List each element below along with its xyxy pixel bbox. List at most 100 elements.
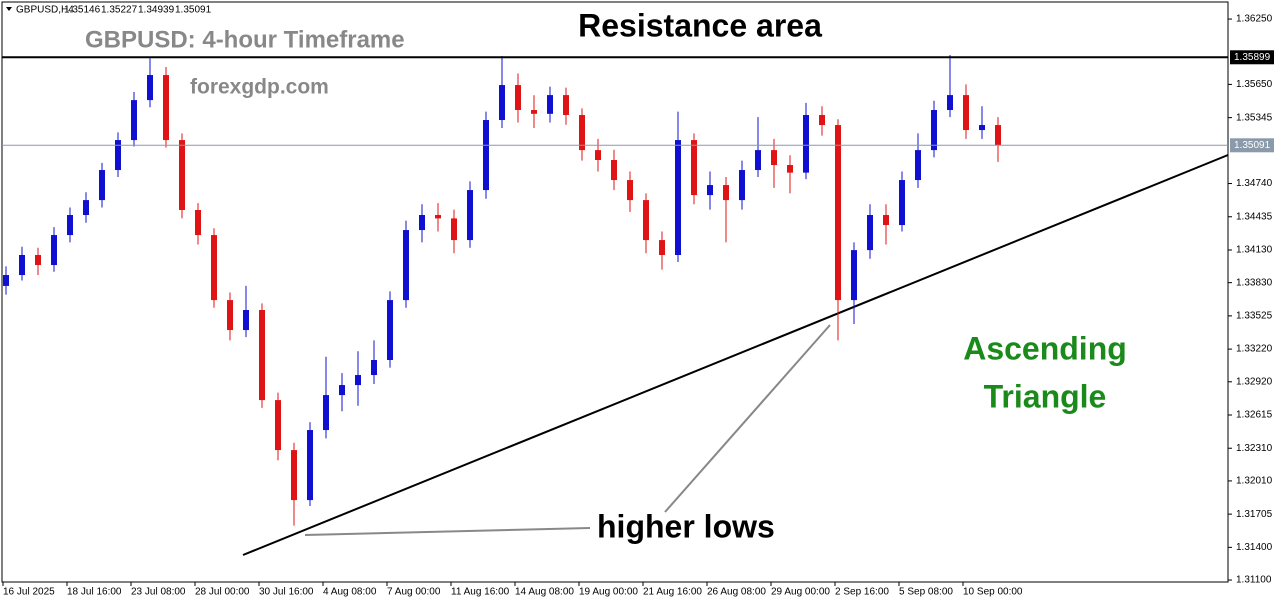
x-tick-label: 11 Aug 16:00 [451,587,510,598]
candle-body [851,250,857,301]
candle-body [531,110,537,114]
candle-body [243,310,249,331]
candle-body [179,140,185,211]
ohlc-low: 1.34939 [138,5,175,16]
candle-body [499,85,505,121]
candle-body [707,185,713,196]
candle-body [387,300,393,361]
pointer-line [304,527,591,536]
y-tick-label: 1.31400 [1236,542,1273,553]
y-tick-label: 1.33220 [1236,344,1273,355]
candle-body [691,140,697,196]
menu-arrow [6,7,12,11]
y-tick-label: 1.34740 [1236,178,1273,189]
candle-body [435,215,441,219]
pointer-line [664,324,831,513]
candle-body [963,95,969,131]
x-tick-label: 10 Sep 00:00 [963,587,1023,598]
candle-body [835,125,841,301]
y-tick-label: 1.32310 [1236,443,1273,454]
candle-body [131,100,137,141]
trendline [242,154,1229,556]
candle-body [275,400,281,451]
candle-body [323,395,329,431]
candle-body [755,150,761,171]
candle-body [483,120,489,191]
x-tick-label: 23 Jul 08:00 [131,587,186,598]
y-tick-label: 1.32010 [1236,476,1273,487]
price-label: 1.35091 [1234,140,1271,151]
candle-body [643,200,649,241]
candle-body [995,125,1001,146]
candle-body [3,275,9,286]
candle-body [947,95,953,111]
candle-body [515,85,521,111]
x-tick-label: 4 Aug 08:00 [323,587,377,598]
y-tick-label: 1.33525 [1236,311,1273,322]
y-tick-label: 1.32615 [1236,410,1273,421]
price-label-box [1230,138,1274,153]
candle-body [115,140,121,171]
chart-title: GBPUSD: 4-hour Timeframe [85,26,405,53]
plot-frame [1,1,1229,583]
candle-body [563,95,569,116]
candle-body [579,115,585,151]
annotation: Triangle [984,378,1107,414]
candle-body [403,230,409,301]
y-tick-label: 1.34130 [1236,245,1273,256]
annotation: higher lows [597,508,775,544]
candle-body [451,218,457,241]
candle-body [611,160,617,181]
annotation: Ascending [963,330,1127,366]
candle-body [787,165,793,173]
y-tick-label: 1.36250 [1236,14,1273,25]
y-tick-label: 1.34435 [1236,211,1273,222]
x-tick-label: 21 Aug 16:00 [643,587,702,598]
candle-body [739,170,745,201]
candle-body [195,210,201,236]
candle-body [355,375,361,386]
candle-body [99,170,105,201]
y-tick-label: 1.35345 [1236,112,1273,123]
candle-body [595,150,601,161]
ohlc-open: 1.35146 [64,5,101,16]
price-label: 1.35899 [1234,52,1271,63]
annotation: Resistance area [578,7,822,43]
candle-body [675,140,681,255]
candle-body [547,95,553,114]
candle-body [339,385,345,396]
candle-body [467,190,473,241]
candle-body [259,310,265,401]
candle-body [307,430,313,501]
candle-body [147,75,153,101]
candle-body [819,115,825,126]
x-tick-label: 30 Jul 16:00 [259,587,314,598]
candle-body [915,150,921,181]
symbol: GBPUSD,H4 [16,5,74,16]
x-tick-label: 7 Aug 00:00 [387,587,441,598]
x-tick-label: 2 Sep 16:00 [835,587,889,598]
x-tick-label: 28 Jul 00:00 [195,587,250,598]
candle-body [659,240,665,255]
candle-body [899,180,905,226]
candle-body [163,75,169,141]
candle-body [883,215,889,226]
y-tick-label: 1.32920 [1236,376,1273,387]
x-tick-label: 29 Aug 00:00 [771,587,830,598]
candle-body [979,125,985,131]
x-tick-label: 5 Sep 08:00 [899,587,953,598]
x-tick-label: 14 Aug 08:00 [515,587,574,598]
ohlc-close: 1.35091 [175,5,212,16]
candle-body [771,150,777,166]
candle-body [723,185,729,201]
x-tick-label: 18 Jul 16:00 [67,587,122,598]
candle-body [867,215,873,251]
price-label-box [1230,50,1274,65]
candle-body [931,110,937,151]
candle-body [291,450,297,501]
candle-body [419,215,425,231]
candle-body [371,360,377,376]
candle-body [19,254,25,276]
watermark: forexgdp.com [190,76,329,99]
